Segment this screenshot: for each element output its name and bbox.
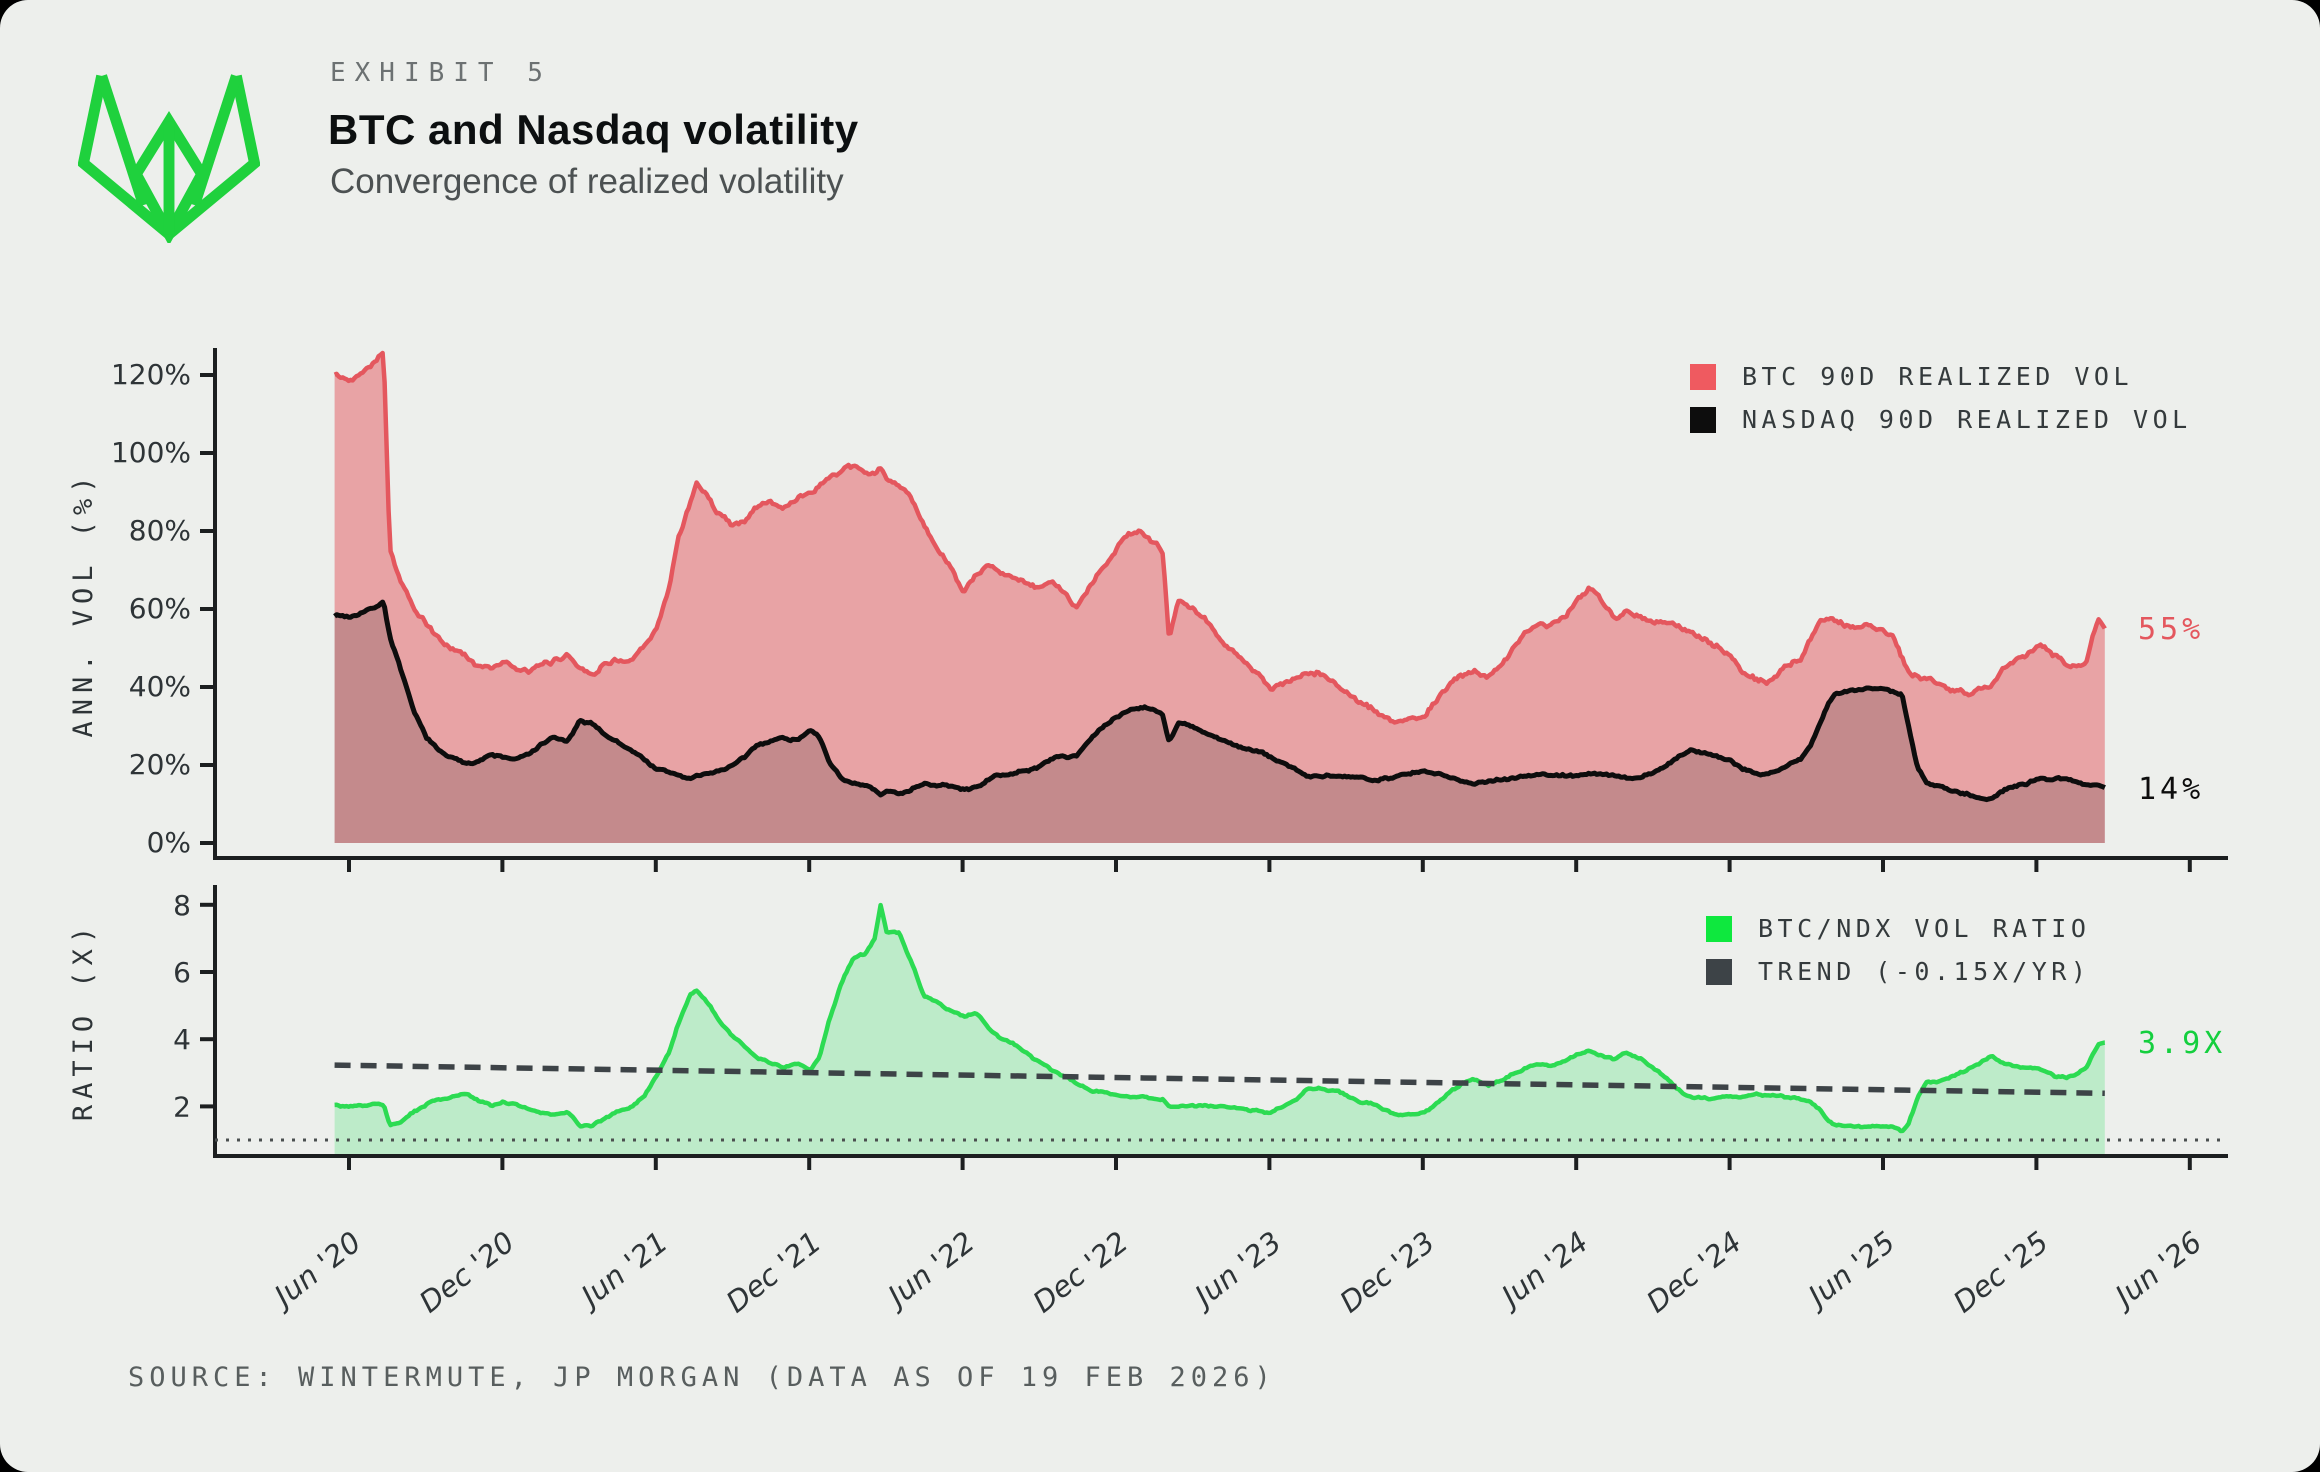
- x-tick-label: Dec '23: [1333, 1225, 1441, 1320]
- y-tick-label: 120%: [111, 358, 191, 391]
- ratio-line: [334, 902, 2107, 1134]
- source-note: SOURCE: WINTERMUTE, JP MORGAN (DATA AS O…: [128, 1362, 1276, 1393]
- nasdaq-vol-area: [334, 602, 2105, 843]
- bottom-chart: [215, 902, 2228, 1154]
- legend-item-trend: TREND (-0.15X/YR): [1706, 957, 2090, 986]
- y-tick-label: 20%: [129, 748, 191, 781]
- y-tick-label: 40%: [129, 670, 191, 703]
- ratio-series-swatch-icon: [1706, 915, 1732, 942]
- nasdaq-vol-line: [333, 599, 2108, 803]
- legend-item-btc-vol: BTC 90D REALIZED VOL: [1690, 362, 2192, 391]
- legend-item-nasdaq-vol: NASDAQ 90D REALIZED VOL: [1690, 405, 2192, 434]
- x-tick-label: Jun '21: [571, 1225, 674, 1316]
- x-tick-label: Jun '26: [2105, 1225, 2208, 1316]
- nasdaq-series-swatch-icon: [1690, 406, 1716, 433]
- x-tick-label: Jun '23: [1185, 1225, 1288, 1316]
- legend-label: BTC 90D REALIZED VOL: [1742, 362, 2134, 391]
- ratio-end-value-label: 3.9X: [2138, 1026, 2227, 1061]
- x-tick-label: Dec '24: [1640, 1225, 1748, 1320]
- x-tick-label: Jun '24: [1491, 1225, 1594, 1316]
- btc-end-value-label: 55%: [2138, 612, 2205, 647]
- x-tick-label: Jun '25: [1798, 1225, 1901, 1316]
- y-tick-label: 0%: [147, 826, 191, 859]
- x-tick-label: Dec '21: [720, 1225, 828, 1320]
- x-tick-label: Dec '22: [1027, 1225, 1135, 1320]
- trend-series-swatch-icon: [1706, 958, 1732, 985]
- top-chart-legend: BTC 90D REALIZED VOL NASDAQ 90D REALIZED…: [1690, 362, 2192, 434]
- x-tick-label: Dec '20: [413, 1225, 521, 1320]
- top-chart-ylabel: ANN. VOL (%): [68, 470, 99, 737]
- bottom-chart-ylabel: RATIO (X): [68, 921, 99, 1121]
- legend-label: TREND (-0.15X/YR): [1758, 957, 2091, 986]
- y-tick-label: 2: [173, 1090, 191, 1123]
- legend-item-ratio: BTC/NDX VOL RATIO: [1706, 914, 2090, 943]
- top-chart: [333, 350, 2108, 843]
- bottom-chart-spines: [213, 885, 2228, 1158]
- top-chart-spines: [213, 348, 2228, 860]
- y-tick-label: 100%: [111, 436, 191, 469]
- btc-vol-line: [333, 350, 2107, 725]
- x-tick-label: Jun '22: [878, 1225, 981, 1316]
- x-tick-label: Jun '20: [264, 1225, 367, 1316]
- y-tick-label: 80%: [129, 514, 191, 547]
- bottom-chart-legend: BTC/NDX VOL RATIO TREND (-0.15X/YR): [1706, 914, 2090, 986]
- wintermute-logo-icon: [78, 74, 260, 243]
- btc-vol-area: [334, 353, 2105, 843]
- ratio-area: [334, 905, 2105, 1154]
- y-tick-label: 4: [173, 1023, 191, 1056]
- legend-label: NASDAQ 90D REALIZED VOL: [1742, 405, 2192, 434]
- page-title: BTC and Nasdaq volatility: [328, 106, 859, 153]
- x-tick-label: Dec '25: [1947, 1225, 2055, 1320]
- btc-series-swatch-icon: [1690, 363, 1716, 390]
- legend-label: BTC/NDX VOL RATIO: [1758, 914, 2091, 943]
- page-subtitle: Convergence of realized volatility: [330, 162, 844, 201]
- y-tick-label: 6: [173, 956, 191, 989]
- exhibit-label: EXHIBIT 5: [330, 58, 552, 88]
- y-tick-label: 8: [173, 889, 191, 922]
- trend-line: [334, 1062, 2105, 1097]
- y-tick-label: 60%: [129, 592, 191, 625]
- nasdaq-end-value-label: 14%: [2138, 772, 2205, 807]
